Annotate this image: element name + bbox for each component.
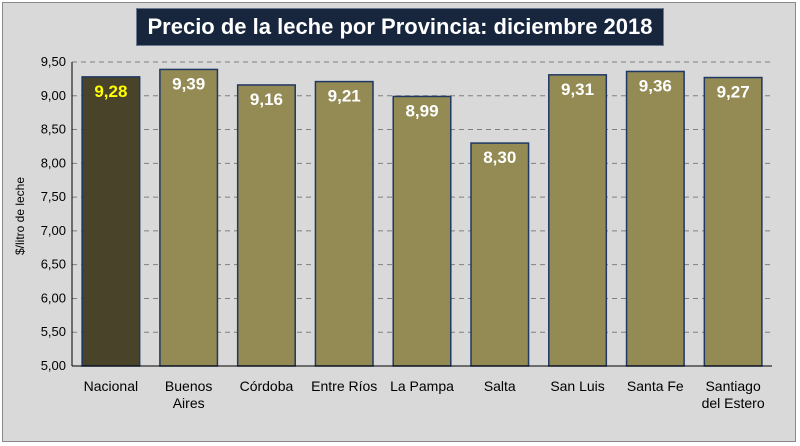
x-category-label: Buenos	[165, 378, 212, 394]
y-tick-label: 6,00	[41, 290, 66, 305]
bar	[159, 68, 219, 367]
axes: 5,00 5,50 6,00 6,50 7,00 7,50 8,00 8,50 9,00 9,50…	[41, 54, 772, 411]
bar	[470, 142, 530, 367]
x-category-label: Entre Ríos	[311, 378, 377, 394]
x-category-label: Nacional	[84, 378, 138, 394]
y-tick-label: 9,50	[41, 54, 66, 69]
x-category-label: San Luis	[550, 378, 604, 394]
x-category-label: Aires	[173, 395, 205, 411]
bar-value-label: 8,30	[483, 148, 516, 167]
bar-value-label: 8,99	[405, 101, 438, 120]
x-category-label: Córdoba	[240, 378, 294, 394]
y-tick-label: 6,50	[41, 257, 66, 272]
y-tick-label: 5,50	[41, 324, 66, 339]
x-category-label: Santiago	[705, 378, 760, 394]
bar	[81, 76, 141, 367]
bar	[548, 74, 608, 367]
x-category-label: del Estero	[702, 395, 765, 411]
y-tick-label: 7,00	[41, 223, 66, 238]
bar-value-label: 9,39	[172, 74, 205, 93]
chart-title-box: Precio de la leche por Provincia: diciem…	[136, 8, 664, 46]
bar	[236, 84, 296, 367]
x-category-label: Santa Fe	[627, 378, 684, 394]
y-tick-label: 8,50	[41, 122, 66, 137]
bar	[392, 95, 452, 367]
bar-value-label: 9,31	[561, 80, 594, 99]
chart-title: Precio de la leche por Provincia: diciem…	[147, 14, 653, 39]
bar-value-label: 9,36	[639, 76, 672, 95]
bar	[703, 76, 763, 367]
bar	[625, 70, 685, 367]
y-tick-label: 9,00	[41, 88, 66, 103]
bar-value-label: 9,27	[717, 83, 750, 102]
bars: 9,28 9,39 9,16 9,21 8,99 8,30 9,31 9,36 9,27	[81, 68, 763, 367]
bar	[314, 80, 374, 367]
y-tick-label: 7,50	[41, 189, 66, 204]
bar-value-label: 9,16	[250, 90, 283, 109]
y-tick-label: 8,00	[41, 155, 66, 170]
bar-value-label: 9,21	[328, 87, 361, 106]
x-category-label: La Pampa	[390, 378, 454, 394]
x-category-label: Salta	[484, 378, 516, 394]
bar-value-label: 9,28	[94, 82, 127, 101]
y-tick-label: 5,00	[41, 358, 66, 373]
y-axis-label: $/litro de leche	[13, 177, 27, 255]
